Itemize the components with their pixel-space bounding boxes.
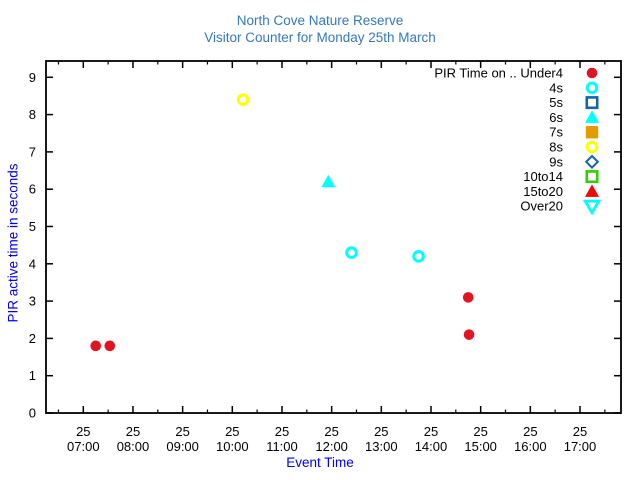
x-tick-label-time: 15:00 — [464, 439, 497, 454]
chart-title: North Cove Nature Reserve Visitor Counte… — [0, 12, 640, 46]
legend-label-5s: 5s — [549, 95, 563, 110]
legend-marker-square — [585, 96, 599, 110]
data-point-under4 — [90, 340, 102, 352]
legend-label-9s: 9s — [549, 154, 563, 169]
x-tick-label-date: 25 — [76, 424, 90, 439]
legend-marker-square — [585, 126, 599, 139]
y-tick-label: 9 — [29, 70, 36, 85]
x-tick-label-time: 12:00 — [315, 439, 348, 454]
data-point-under4 — [463, 329, 475, 340]
legend-label-6s: 6s — [549, 110, 563, 125]
legend-label-4s: 4s — [549, 80, 563, 95]
x-axis-label: Event Time — [286, 455, 354, 470]
data-point-4s — [412, 250, 425, 263]
legend-marker-circle — [585, 81, 599, 95]
x-tick-label-date: 25 — [275, 424, 289, 439]
legend-marker-circle — [586, 67, 598, 79]
data-point-6s — [321, 174, 336, 188]
y-tick-label: 6 — [29, 182, 36, 197]
legend-label-10to14: 10to14 — [523, 169, 563, 184]
chart-title-line1: North Cove Nature Reserve — [236, 13, 404, 28]
y-tick-label: 7 — [29, 144, 36, 159]
y-tick-label: 0 — [29, 406, 36, 421]
x-tick-label-date: 25 — [126, 424, 140, 439]
y-tick-label: 4 — [29, 256, 36, 271]
legend-label-over20: Over20 — [520, 199, 563, 214]
x-tick-label-time: 13:00 — [365, 439, 398, 454]
x-tick-label-time: 09:00 — [166, 439, 199, 454]
x-tick-label-time: 14:00 — [415, 439, 448, 454]
chart-title-line2: Visitor Counter for Monday 25th March — [204, 30, 436, 45]
x-tick-label-date: 25 — [473, 424, 487, 439]
x-tick-label-date: 25 — [374, 424, 388, 439]
x-tick-label-date: 25 — [175, 424, 189, 439]
x-tick-label-date: 25 — [324, 424, 338, 439]
legend-label-7s: 7s — [549, 125, 563, 140]
x-tick-label-time: 08:00 — [117, 439, 150, 454]
legend-marker-triangle-up — [585, 184, 599, 197]
data-point-8s — [236, 93, 250, 106]
legend-marker-square — [585, 170, 599, 184]
x-tick-label-date: 25 — [573, 424, 587, 439]
x-tick-label-date: 25 — [424, 424, 438, 439]
legend-marker-circle — [585, 140, 599, 154]
x-tick-label-time: 11:00 — [266, 439, 298, 454]
x-tick-label-time: 16:00 — [514, 439, 547, 454]
x-tick-label-time: 17:00 — [564, 439, 597, 454]
y-tick-label: 8 — [29, 107, 36, 122]
data-point-under4 — [462, 292, 474, 303]
y-tick-label: 5 — [29, 219, 36, 234]
x-tick-label-date: 25 — [523, 424, 537, 439]
legend-label-8s: 8s — [549, 140, 563, 155]
y-tick-label: 1 — [29, 368, 36, 383]
data-point-4s — [345, 246, 358, 259]
x-tick-label-time: 10:00 — [216, 439, 249, 454]
legend-label-pir-time-on-under4: PIR Time on .. Under4 — [434, 66, 563, 81]
legend-label-15to20: 15to20 — [523, 184, 563, 199]
legend-marker-diamond — [584, 154, 600, 170]
legend-marker-triangle-down — [582, 199, 602, 216]
x-tick-label-time: 07:00 — [67, 439, 100, 454]
plot-border — [45, 60, 622, 414]
x-tick-label-date: 25 — [225, 424, 239, 439]
data-point-under4 — [104, 340, 116, 352]
y-tick-label: 3 — [29, 294, 36, 309]
legend-marker-triangle-up — [585, 110, 599, 123]
y-tick-label: 2 — [29, 331, 36, 346]
